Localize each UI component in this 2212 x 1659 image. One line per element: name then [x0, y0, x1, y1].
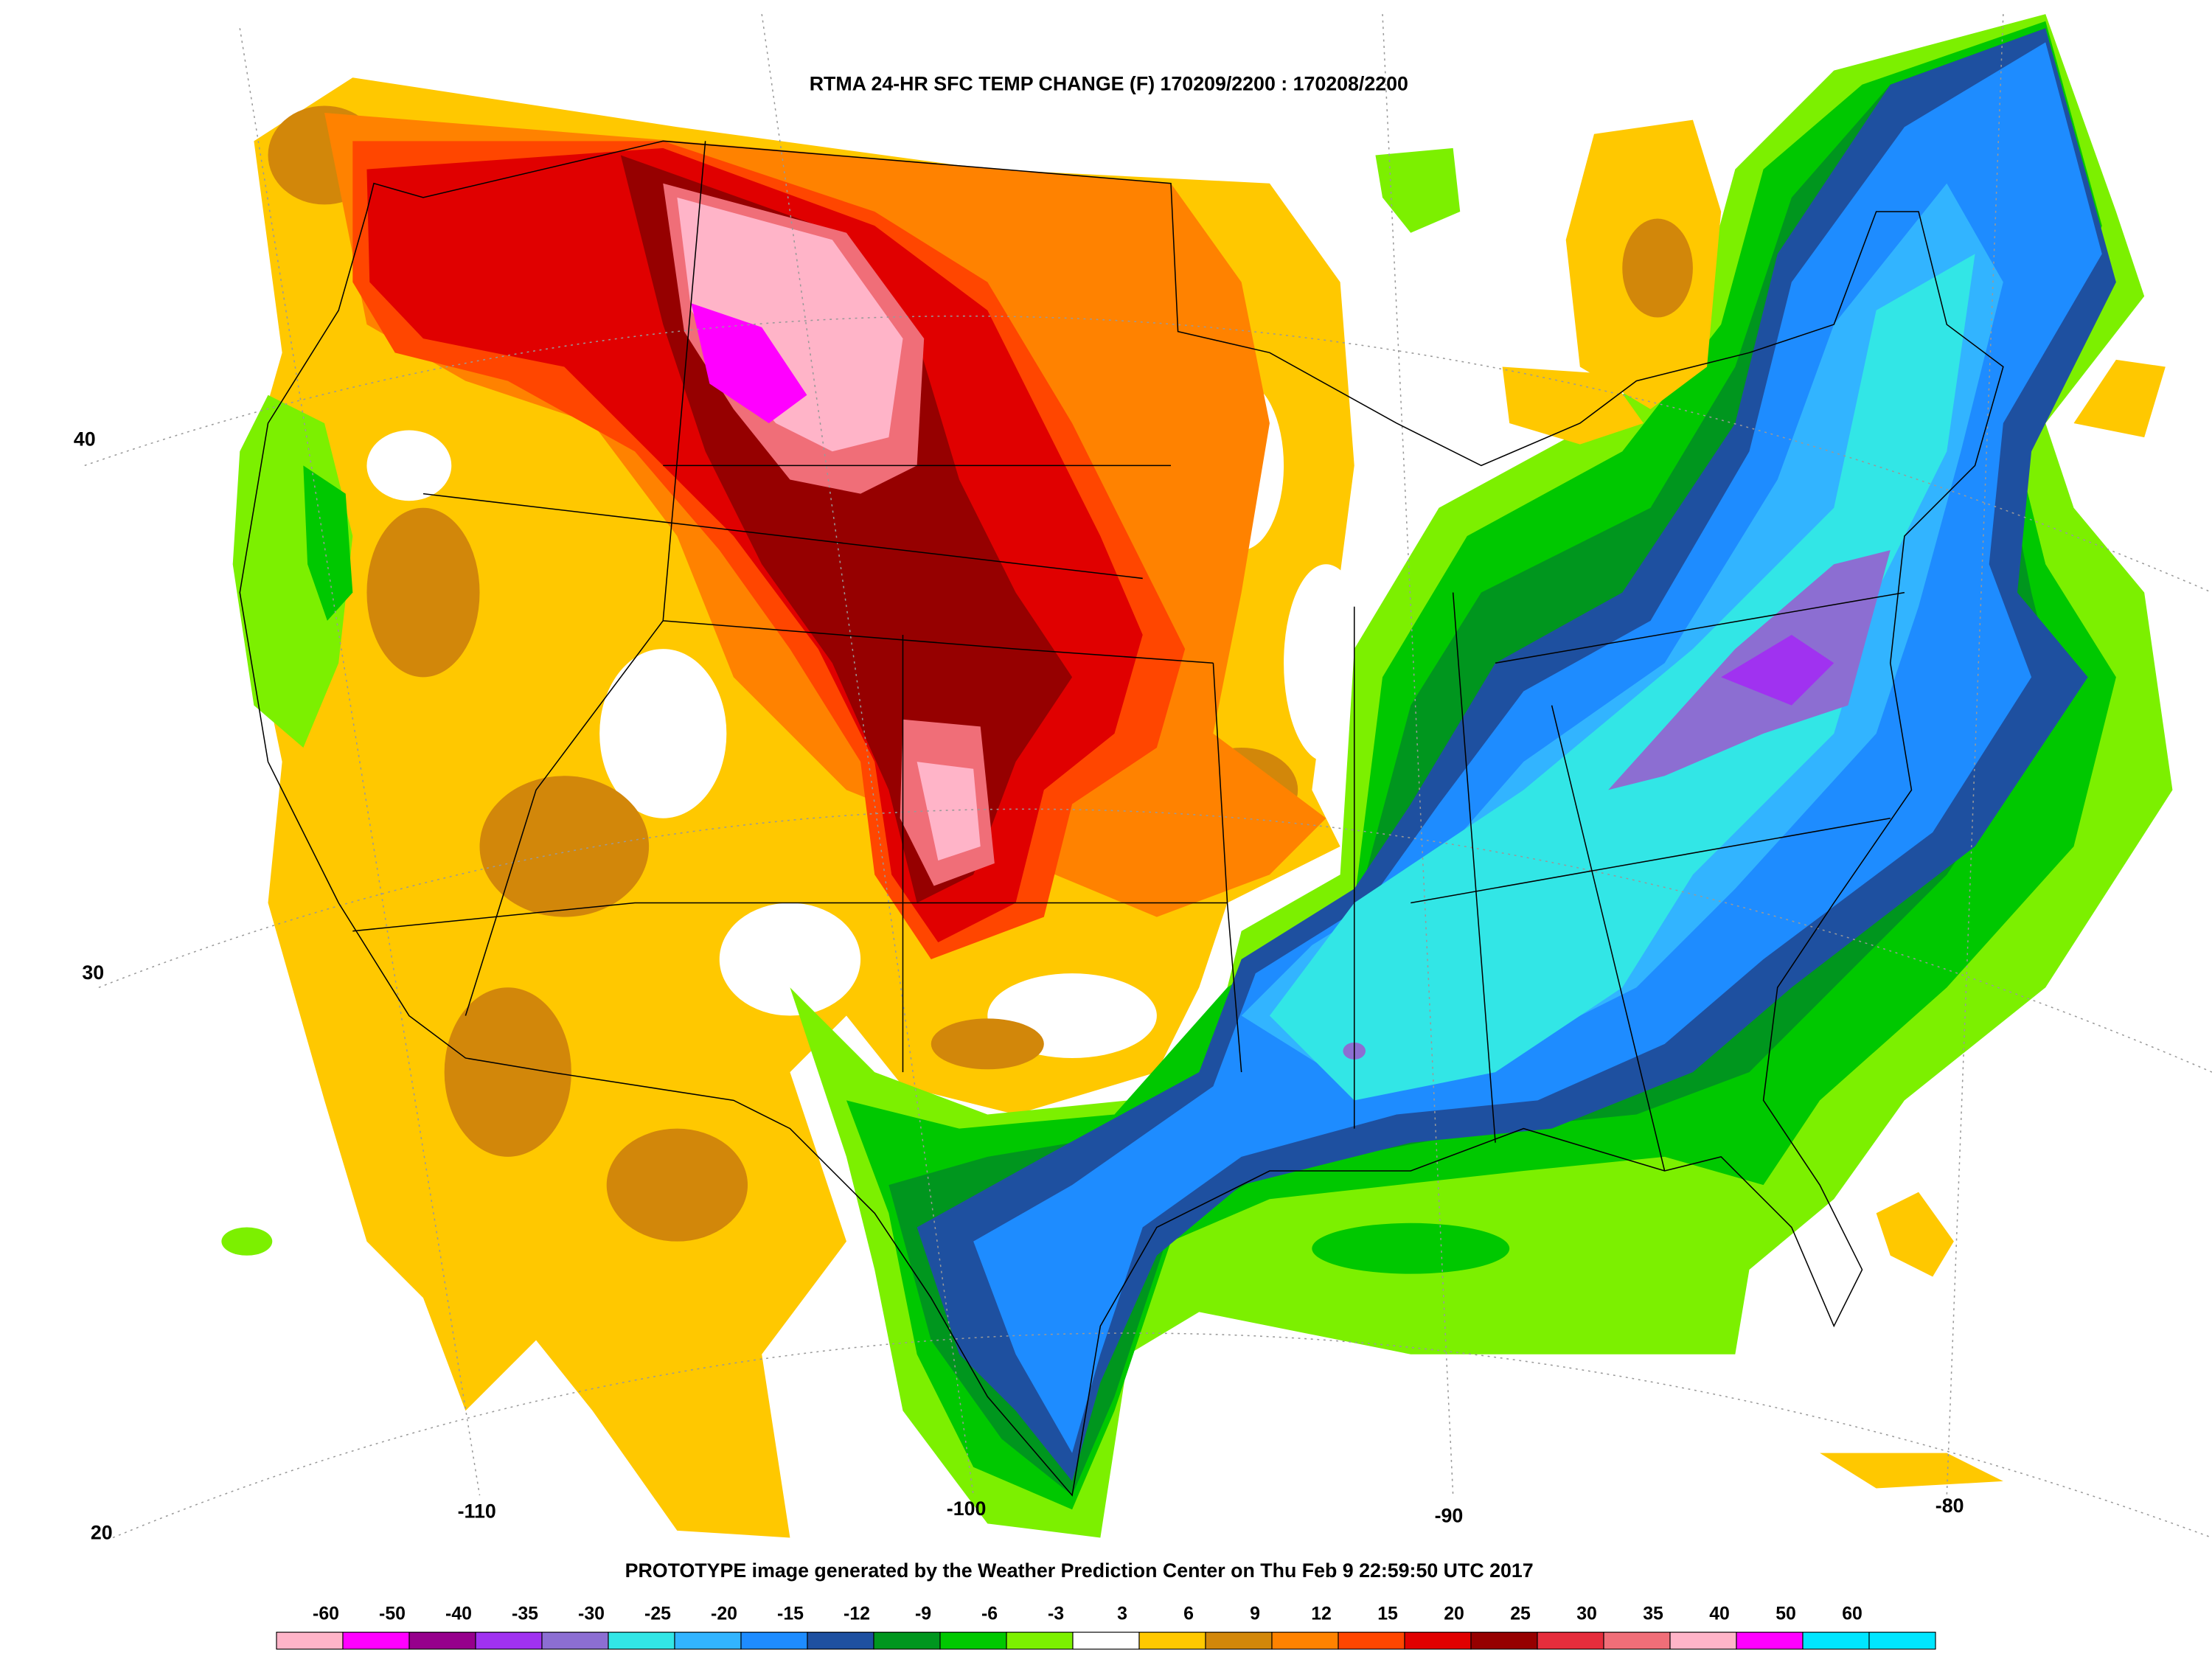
longitude-label: -80 — [1935, 1495, 1964, 1517]
legend-swatch — [608, 1632, 675, 1650]
legend-label: -15 — [777, 1603, 804, 1624]
legend-swatch — [1006, 1632, 1074, 1650]
longitude-label: -90 — [1435, 1504, 1464, 1526]
legend-swatch — [873, 1632, 941, 1650]
legend-swatch — [1205, 1632, 1273, 1650]
legend-swatch — [939, 1632, 1007, 1650]
legend-swatch — [1271, 1632, 1339, 1650]
legend-swatch — [1072, 1632, 1140, 1650]
legend-swatch — [1868, 1632, 1936, 1650]
longitude-label: -110 — [458, 1500, 496, 1523]
graticule-labels: 40 30 20 -110 -100 -90 -80 — [74, 428, 1964, 1544]
legend-label: -20 — [711, 1603, 737, 1624]
boundaries — [239, 140, 2004, 1497]
legend-label: -9 — [915, 1603, 931, 1624]
legend-label: 6 — [1183, 1603, 1194, 1624]
legend-swatch — [1669, 1632, 1737, 1650]
legend-label: 9 — [1250, 1603, 1260, 1624]
latitude-label: 40 — [74, 428, 96, 451]
legend-swatch — [1537, 1632, 1604, 1650]
legend-swatch — [1802, 1632, 1870, 1650]
legend-label: -60 — [313, 1603, 339, 1624]
legend-swatch — [408, 1632, 476, 1650]
color-legend: -60 -50 -40 -35 -30 -25 -20 -15 -12 -9 -6 -3 3 6 9 12 15… — [276, 1603, 1936, 1650]
legend-label: -25 — [644, 1603, 671, 1624]
legend-swatch — [1736, 1632, 1804, 1650]
legend-label: -3 — [1048, 1603, 1064, 1624]
legend-swatch — [807, 1632, 874, 1650]
legend-label: -6 — [981, 1603, 998, 1624]
legend-swatch — [1404, 1632, 1472, 1650]
legend-swatch — [276, 1632, 344, 1650]
legend-label: -12 — [844, 1603, 870, 1624]
legend-label: 50 — [1775, 1603, 1796, 1624]
legend-label: -35 — [512, 1603, 538, 1624]
legend-label: 40 — [1709, 1603, 1730, 1624]
legend-label: 12 — [1311, 1603, 1332, 1624]
legend-label: 20 — [1444, 1603, 1464, 1624]
legend-label: 30 — [1576, 1603, 1597, 1624]
footer-note: PROTOTYPE image generated by the Weather… — [625, 1559, 1534, 1582]
legend-swatch — [475, 1632, 543, 1650]
legend-label: 15 — [1377, 1603, 1398, 1624]
legend-swatch — [342, 1632, 410, 1650]
legend-label: -30 — [578, 1603, 605, 1624]
latitude-label: 30 — [82, 961, 104, 984]
legend-swatch — [1470, 1632, 1538, 1650]
legend-label: -50 — [379, 1603, 406, 1624]
legend-swatch — [674, 1632, 742, 1650]
legend-swatch — [1138, 1632, 1206, 1650]
map-title: RTMA 24-HR SFC TEMP CHANGE (F) 170209/22… — [810, 72, 1408, 94]
legend-label: 3 — [1117, 1603, 1127, 1624]
legend-label: 35 — [1643, 1603, 1663, 1624]
legend-label: -40 — [445, 1603, 472, 1624]
legend-swatch — [541, 1632, 609, 1650]
longitude-label: -100 — [947, 1498, 987, 1520]
legend-swatch — [740, 1632, 808, 1650]
legend-label: 60 — [1842, 1603, 1863, 1624]
legend-swatch — [1338, 1632, 1405, 1650]
legend-label: 25 — [1510, 1603, 1531, 1624]
legend-swatch — [1603, 1632, 1671, 1650]
graticule — [84, 14, 2212, 1539]
latitude-label: 20 — [91, 1521, 113, 1543]
temperature-field — [221, 14, 2173, 1538]
